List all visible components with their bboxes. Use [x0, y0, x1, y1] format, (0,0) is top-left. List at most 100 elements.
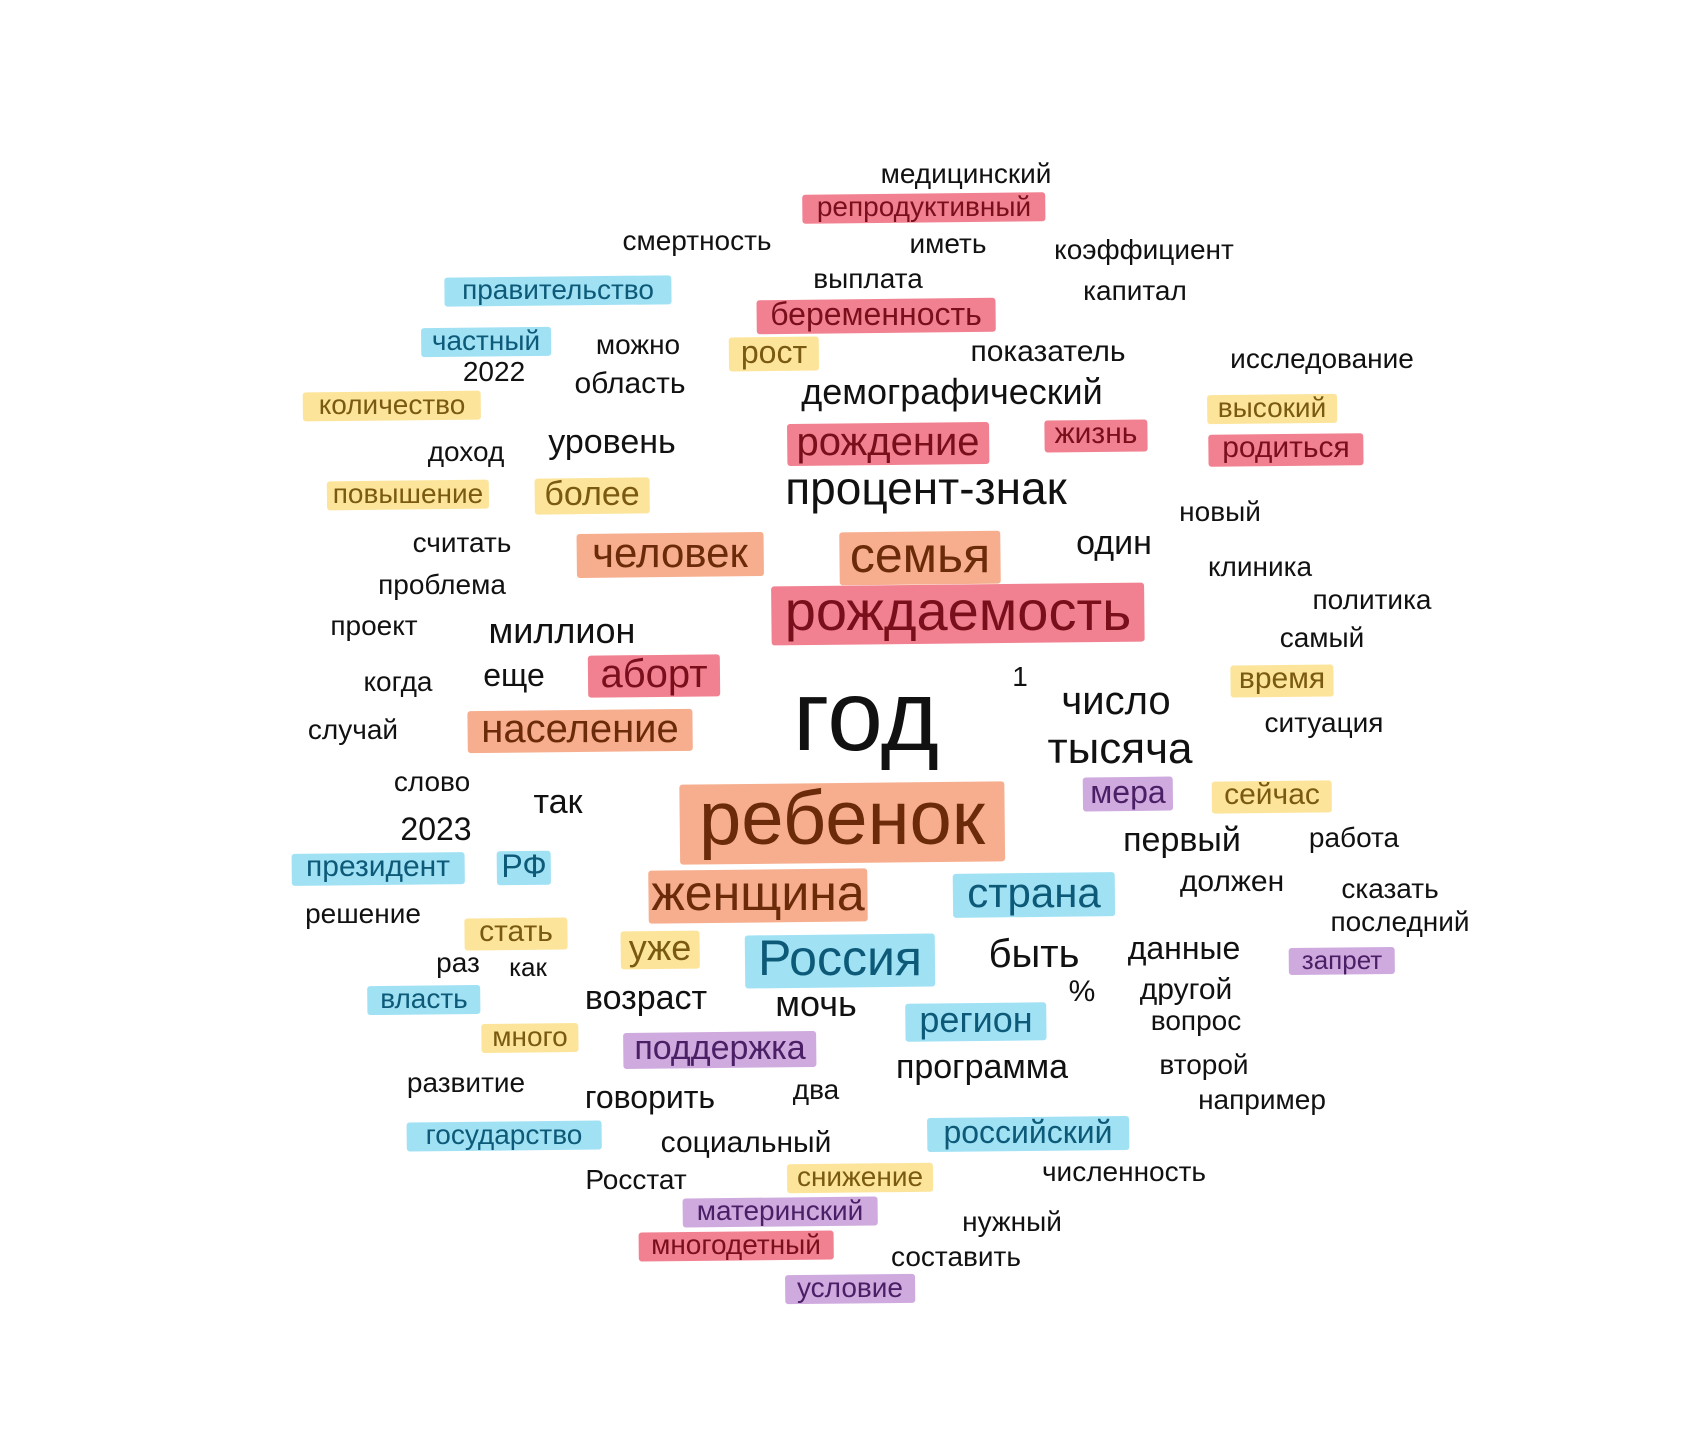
word-50: слово — [393, 766, 471, 797]
word-70: данные — [1127, 930, 1241, 966]
word-24: повышение — [332, 478, 484, 509]
word-79: регион — [919, 999, 1033, 1040]
word-81: много — [492, 1021, 568, 1052]
word-69: быть — [988, 932, 1080, 976]
word-40: еще — [483, 657, 545, 693]
word-49: тысяча — [1047, 724, 1193, 773]
word-51: мера — [1090, 774, 1166, 810]
word-75: возраст — [584, 979, 708, 1017]
word-12: показатель — [970, 335, 1126, 368]
word-87: два — [792, 1074, 840, 1105]
word-20: доход — [427, 436, 505, 467]
word-83: программа — [895, 1048, 1069, 1086]
word-61: сказать — [1341, 873, 1439, 904]
word-80: вопрос — [1150, 1005, 1242, 1036]
word-84: второй — [1159, 1049, 1249, 1080]
word-86: говорить — [584, 1079, 716, 1115]
word-52: сейчас — [1224, 778, 1320, 811]
word-14: 2022 — [462, 356, 526, 387]
word-96: нужный — [962, 1206, 1062, 1237]
word-21: уровень — [548, 423, 676, 461]
word-6: правительство — [462, 274, 654, 305]
word-99: условие — [797, 1272, 903, 1303]
word-41: аборт — [600, 652, 708, 696]
word-48: ситуация — [1264, 707, 1384, 738]
word-36: проект — [330, 610, 418, 641]
word-34: рождаемость — [784, 579, 1132, 642]
word-43: 1 — [1012, 661, 1028, 692]
word-38: самый — [1279, 622, 1365, 653]
word-90: российский — [943, 1114, 1113, 1150]
word-82: поддержка — [634, 1029, 806, 1067]
word-64: страна — [967, 869, 1101, 916]
word-3: иметь — [909, 228, 987, 259]
word-55: 2023 — [400, 811, 472, 847]
word-44: время — [1238, 662, 1326, 695]
word-67: уже — [628, 927, 692, 968]
word-71: запрет — [1301, 945, 1383, 975]
word-13: исследование — [1230, 343, 1414, 374]
word-31: один — [1076, 524, 1152, 562]
word-10: можно — [595, 329, 681, 360]
word-17: количество — [318, 389, 466, 420]
word-7: капитал — [1083, 275, 1187, 306]
word-45: число — [1061, 679, 1171, 723]
word-32: клиника — [1207, 551, 1313, 582]
word-37: миллион — [488, 610, 636, 651]
word-16: демографический — [801, 371, 1103, 412]
word-72: раз — [436, 947, 480, 978]
word-66: стать — [479, 915, 553, 948]
word-25: более — [544, 475, 640, 513]
word-57: работа — [1308, 822, 1400, 853]
word-95: материнский — [696, 1195, 864, 1226]
word-4: коэффициент — [1054, 234, 1234, 265]
word-46: случай — [307, 714, 399, 745]
word-89: государство — [425, 1119, 583, 1150]
word-0: медицинский — [880, 158, 1052, 189]
word-18: высокий — [1217, 392, 1327, 423]
word-28: считать — [412, 527, 512, 558]
word-62: решение — [305, 898, 421, 929]
word-5: выплата — [813, 263, 923, 294]
word-94: снижение — [796, 1161, 924, 1192]
word-2: смертность — [622, 225, 772, 256]
word-92: численность — [1041, 1156, 1207, 1187]
word-27: новый — [1179, 496, 1261, 527]
word-54: ребенок — [698, 776, 986, 861]
word-47: население — [481, 707, 679, 751]
word-39: когда — [363, 666, 433, 697]
word-56: первый — [1123, 821, 1241, 859]
word-23: родиться — [1222, 431, 1350, 464]
word-53: так — [533, 783, 583, 821]
word-8: беременность — [770, 296, 982, 332]
word-58: президент — [306, 850, 450, 883]
word-88: например — [1198, 1084, 1326, 1115]
word-26: процент-знак — [785, 462, 1067, 514]
word-74: власть — [380, 983, 468, 1014]
word-59: РФ — [501, 848, 547, 884]
word-65: последний — [1330, 906, 1470, 937]
word-19: жизнь — [1054, 417, 1138, 450]
word-33: проблема — [378, 569, 506, 600]
word-97: многодетный — [651, 1229, 821, 1260]
word-76: мочь — [775, 983, 857, 1024]
word-35: политика — [1312, 584, 1432, 615]
word-68: Россия — [758, 930, 922, 986]
word-15: область — [574, 367, 686, 400]
word-98: составить — [891, 1241, 1021, 1272]
word-77: % — [1068, 975, 1096, 1008]
word-93: Росстат — [585, 1164, 687, 1195]
word-30: семья — [849, 527, 991, 583]
word-29: человек — [592, 529, 748, 576]
word-91: социальный — [660, 1126, 832, 1159]
word-60: должен — [1179, 865, 1285, 898]
word-9: частный — [431, 325, 541, 356]
word-85: развитие — [406, 1067, 526, 1098]
word-11: рост — [740, 334, 808, 370]
word-78: другой — [1139, 973, 1233, 1006]
word-73: как — [509, 952, 547, 982]
word-22: рождение — [796, 420, 980, 464]
word-63: женщина — [651, 865, 865, 921]
word-1: репродуктивный — [816, 191, 1032, 222]
